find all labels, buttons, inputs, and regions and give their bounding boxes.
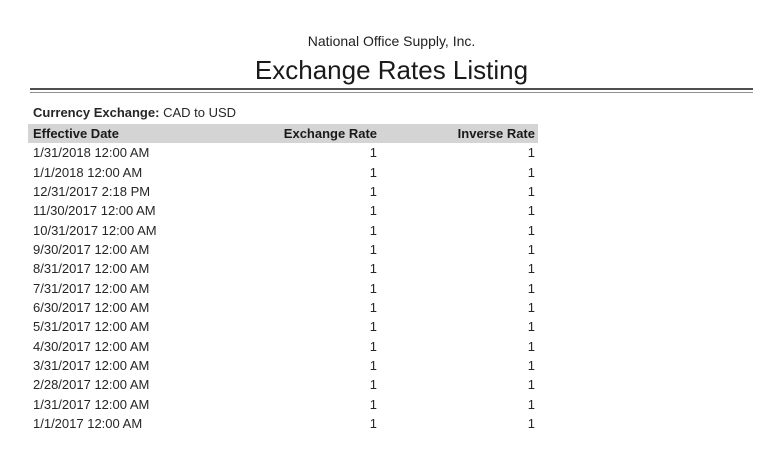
- table-row: 1/1/2018 12:00 AM 1 1: [28, 163, 538, 182]
- column-header-effective-date: Effective Date: [28, 124, 260, 144]
- effective-date-cell: 1/1/2018 12:00 AM: [33, 164, 143, 180]
- effective-date-cell: 6/30/2017 12:00 AM: [33, 300, 150, 316]
- exchange-rate-cell: 1: [369, 300, 377, 316]
- inverse-rate-cell: 1: [527, 280, 535, 296]
- page-title: Exchange Rates Listing: [254, 55, 529, 85]
- inverse-rate-cell: 1: [527, 222, 535, 238]
- table-row: 9/30/2017 12:00 AM 1 1: [28, 240, 538, 259]
- table-row: 10/31/2017 12:00 AM 1 1: [28, 221, 538, 240]
- inverse-rate-cell: 1: [527, 338, 535, 354]
- effective-date-cell: 5/31/2017 12:00 AM: [33, 319, 150, 335]
- inverse-rate-cell: 1: [527, 203, 535, 219]
- effective-date-cell: 1/31/2018 12:00 AM: [33, 145, 150, 161]
- table-row: 12/31/2017 2:18 PM 1 1: [28, 182, 538, 201]
- exchange-rate-cell: 1: [369, 416, 377, 432]
- table-row: 5/31/2017 12:00 AM 1 1: [28, 317, 538, 336]
- inverse-rate-cell: 1: [527, 145, 535, 161]
- table-row: 6/30/2017 12:00 AM 1 1: [28, 298, 538, 317]
- table-row: 1/31/2017 12:00 AM 1 1: [28, 395, 538, 414]
- inverse-rate-cell: 1: [527, 242, 535, 258]
- exchange-rate-cell: 1: [369, 319, 377, 335]
- inverse-rate-cell: 1: [527, 300, 535, 316]
- table-row: 11/30/2017 12:00 AM 1 1: [28, 201, 538, 220]
- effective-date-cell: 12/31/2017 2:18 PM: [33, 184, 151, 200]
- inverse-rate-cell: 1: [527, 396, 535, 412]
- effective-date-cell: 4/30/2017 12:00 AM: [33, 338, 150, 354]
- inverse-rate-cell: 1: [527, 261, 535, 277]
- exchange-rate-cell: 1: [369, 222, 377, 238]
- company-name: National Office Supply, Inc.: [307, 33, 476, 49]
- table-row: 4/30/2017 12:00 AM 1 1: [28, 337, 538, 356]
- column-header-exchange-rate: Exchange Rate: [260, 124, 380, 144]
- exchange-rate-cell: 1: [369, 358, 377, 374]
- column-header-inverse-rate: Inverse Rate: [380, 124, 538, 144]
- exchange-rate-cell: 1: [369, 203, 377, 219]
- exchange-rates-table: Effective Date Exchange Rate Inverse Rat…: [28, 124, 538, 433]
- table-header-row: Effective Date Exchange Rate Inverse Rat…: [28, 124, 538, 144]
- table-row: 3/31/2017 12:00 AM 1 1: [28, 356, 538, 375]
- exchange-rate-cell: 1: [369, 377, 377, 393]
- table-row: 1/31/2018 12:00 AM 1 1: [28, 143, 538, 162]
- effective-date-cell: 2/28/2017 12:00 AM: [33, 377, 150, 393]
- effective-date-cell: 3/31/2017 12:00 AM: [33, 358, 150, 374]
- effective-date-cell: 10/31/2017 12:00 AM: [33, 222, 157, 238]
- exchange-rate-cell: 1: [369, 280, 377, 296]
- filter-label: Currency Exchange:: [33, 105, 160, 120]
- inverse-rate-cell: 1: [527, 377, 535, 393]
- currency-exchange-filter: Currency Exchange: CAD to USD: [33, 105, 777, 120]
- inverse-rate-cell: 1: [527, 319, 535, 335]
- effective-date-cell: 9/30/2017 12:00 AM: [33, 242, 150, 258]
- exchange-rate-cell: 1: [369, 338, 377, 354]
- exchange-rate-cell: 1: [369, 164, 377, 180]
- table-row: 2/28/2017 12:00 AM 1 1: [28, 375, 538, 394]
- header-rule: [30, 88, 753, 93]
- effective-date-cell: 11/30/2017 12:00 AM: [33, 203, 156, 219]
- exchange-rate-cell: 1: [369, 261, 377, 277]
- effective-date-cell: 1/31/2017 12:00 AM: [33, 396, 150, 412]
- exchange-rate-cell: 1: [369, 145, 377, 161]
- effective-date-cell: 1/1/2017 12:00 AM: [33, 416, 143, 432]
- inverse-rate-cell: 1: [527, 164, 535, 180]
- effective-date-cell: 7/31/2017 12:00 AM: [33, 280, 150, 296]
- exchange-rate-cell: 1: [369, 184, 377, 200]
- effective-date-cell: 8/31/2017 12:00 AM: [33, 261, 150, 277]
- inverse-rate-cell: 1: [527, 358, 535, 374]
- exchange-rate-cell: 1: [369, 396, 377, 412]
- table-body: 1/31/2018 12:00 AM 1 1 1/1/2018 12:00 AM 1 1 1…: [28, 143, 538, 433]
- exchange-rate-cell: 1: [369, 242, 377, 258]
- table-row: 8/31/2017 12:00 AM 1 1: [28, 259, 538, 278]
- report-header: National Office Supply, Inc. Exchange Ra…: [30, 0, 753, 93]
- inverse-rate-cell: 1: [527, 184, 535, 200]
- table-row: 7/31/2017 12:00 AM 1 1: [28, 279, 538, 298]
- table-row: 1/1/2017 12:00 AM 1 1: [28, 414, 538, 433]
- inverse-rate-cell: 1: [527, 416, 535, 432]
- filter-value: CAD to USD: [163, 105, 237, 120]
